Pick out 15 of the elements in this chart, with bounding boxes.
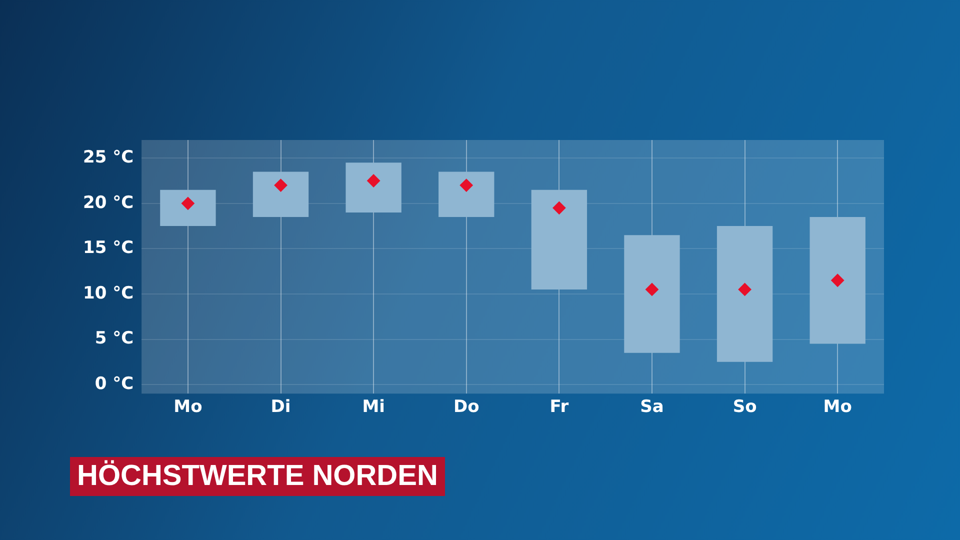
y-tick-label: 5 °C	[94, 328, 134, 349]
y-tick-label: 15 °C	[82, 238, 134, 258]
y-tick-label: 25 °C	[82, 148, 134, 168]
x-tick-label: Fr	[550, 397, 570, 418]
x-tick-label: Sa	[640, 397, 664, 418]
y-tick-label: 20 °C	[82, 192, 134, 213]
x-tick-label: Do	[453, 397, 480, 418]
x-tick-label: Mi	[362, 397, 385, 418]
x-tick-label: Di	[270, 397, 291, 418]
x-tick-label: Mo	[174, 397, 202, 418]
y-tick-label: 0 °C	[94, 374, 134, 394]
text: HÖCHSTWERTE NORDEN	[70, 457, 445, 496]
x-tick-label: So	[732, 397, 757, 418]
y-tick-label: 10 °C	[82, 283, 134, 304]
x-tick-label: Mo	[823, 397, 852, 418]
